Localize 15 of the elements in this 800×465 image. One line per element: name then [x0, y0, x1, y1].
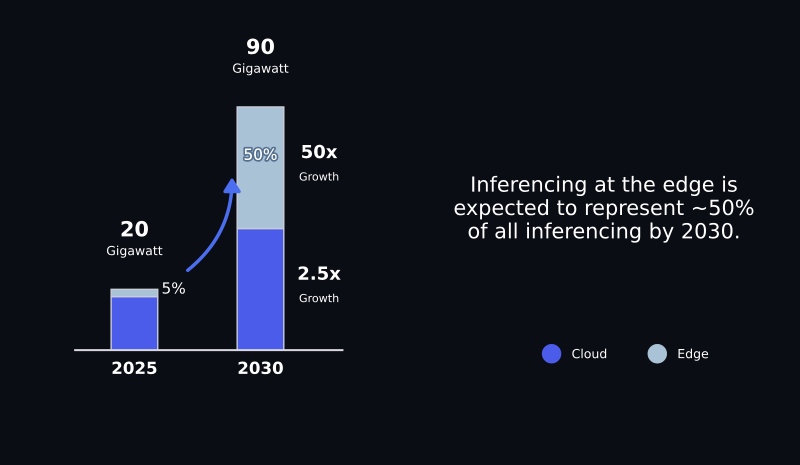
- legend-label: Edge: [678, 348, 708, 361]
- annotation: 50x: [302, 144, 338, 158]
- text: 90: [247, 38, 274, 54]
- annotation: Growth: [300, 294, 338, 302]
- annotation: Gigawatt: [106, 246, 162, 258]
- x-tick-label: 2025: [112, 362, 156, 374]
- annotation: 2.5x: [298, 266, 341, 280]
- legend-label: Cloud: [572, 348, 606, 358]
- annotation: 5%: [162, 282, 185, 294]
- x-tick-label: 2030: [238, 362, 283, 374]
- annotation: Growth: [300, 172, 338, 181]
- annotation: 50%: [244, 148, 277, 160]
- text: Inferencing at the edge is expected to represent ~50% of all inferencing by 2030.: [454, 176, 754, 243]
- annotation: 20: [122, 220, 148, 237]
- text: Gigawatt: [232, 63, 288, 76]
